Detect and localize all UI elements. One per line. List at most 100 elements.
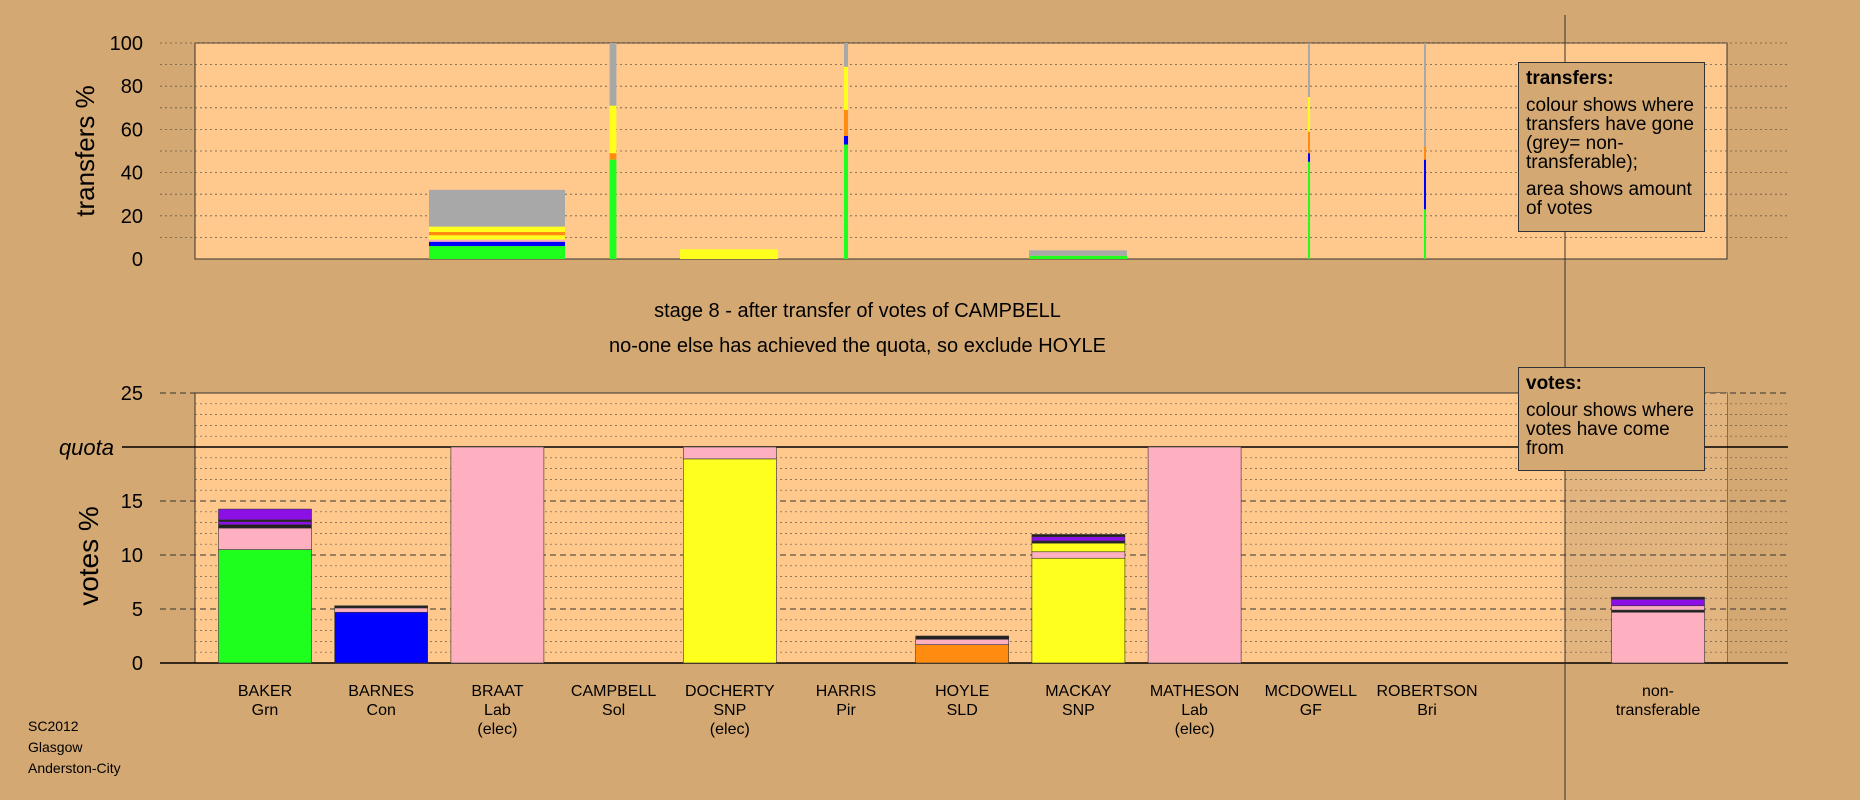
transfer-segment-braat-pink: [429, 239, 565, 242]
candidate-party-label: Con: [367, 702, 396, 719]
candidate-status-label: (elec): [1175, 721, 1215, 738]
votes-y-tick: 15: [121, 491, 143, 513]
transfer-segment-braat-yellow: [429, 235, 565, 240]
transfer-segment-campbell-orange: [609, 153, 617, 160]
transfer-segment-robertson-green: [1423, 209, 1427, 259]
candidate-status-label: (elec): [710, 721, 750, 738]
transfer-segment-braat-orange: [429, 232, 565, 236]
transfers-legend-title: transfers:: [1526, 68, 1614, 89]
transfer-segment-robertson-orange: [1423, 146, 1427, 160]
transfers-legend-text-1: colour shows where transfers have gone (…: [1526, 95, 1694, 173]
transfer-segment-mcdowell-green: [1307, 161, 1311, 259]
vote-segment-baker-green: [218, 549, 312, 664]
transfer-segment-campbell-grey: [609, 43, 617, 106]
vote-segment-docherty-yellow: [682, 458, 777, 664]
transfer-segment-robertson-grey: [1423, 43, 1427, 147]
vote-segment-baker-dark: [218, 524, 312, 529]
transfer-segment-robertson-blue: [1423, 159, 1427, 210]
transfer-segment-braat-yellow: [429, 226, 565, 232]
transfers-y-tick: 100: [110, 33, 143, 55]
transfers-y-axis-label: transfers %: [70, 85, 100, 217]
vote-segment-non-pink: [1611, 605, 1705, 611]
vote-segment-non-dark: [1611, 609, 1705, 613]
candidate-party-label: Grn: [252, 702, 279, 719]
candidate-party-label: Lab: [1181, 702, 1208, 719]
transfers-y-tick: 60: [121, 119, 143, 141]
candidate-party-label: SLD: [947, 702, 978, 719]
vote-segment-barnes-dark: [334, 605, 429, 609]
transfers-y-tick: 80: [121, 76, 143, 98]
candidate-party-label: Pir: [836, 702, 856, 719]
candidate-name-label: non-: [1642, 683, 1674, 700]
vote-segment-mackay-yellow: [1031, 557, 1126, 664]
transfer-segment-mcdowell-grey: [1307, 43, 1311, 97]
transfers-legend-text-2: area shows amount of votes: [1526, 179, 1692, 219]
vote-segment-barnes-blue: [334, 611, 429, 664]
footer-ward: Anderston-City: [28, 760, 121, 776]
vote-segment-barnes-pink: [334, 607, 429, 613]
candidate-party-label: Sol: [602, 702, 625, 719]
votes-legend-text: colour shows where votes have come from: [1526, 400, 1694, 459]
candidate-name-label: BAKER: [238, 683, 292, 700]
candidate-name-label: MCDOWELL: [1265, 683, 1358, 700]
transfers-legend: transfers: colour shows where transfers …: [1518, 62, 1705, 232]
transfer-segment-docherty-yellow: [680, 249, 778, 259]
transfer-segment-braat-blue: [429, 241, 565, 247]
vote-segment-hoyle-dark: [915, 635, 1010, 640]
votes-legend-title: votes:: [1526, 373, 1582, 394]
transfer-segment-harris-orange: [843, 109, 849, 136]
transfer-segment-matheson-grey: [1029, 250, 1127, 256]
vote-segment-mackay-purple: [1031, 536, 1126, 542]
transfer-segment-campbell-green: [609, 159, 617, 259]
candidate-party-label: SNP: [1062, 702, 1095, 719]
candidate-name-label: CAMPBELL: [571, 683, 656, 700]
vote-segment-baker-purple: [218, 508, 312, 521]
transfer-segment-mcdowell-blue: [1307, 153, 1311, 162]
candidate-party-label: GF: [1300, 702, 1322, 719]
transfers-y-tick: 40: [121, 163, 143, 185]
vote-segment-braat-pink: [450, 446, 545, 664]
votes-y-tick: 25: [121, 383, 143, 405]
footer-code: SC2012: [28, 718, 79, 734]
candidate-name-label: HARRIS: [816, 683, 876, 700]
vote-segment-matheson-pink: [1147, 446, 1242, 664]
candidate-name-label: BARNES: [348, 683, 414, 700]
votes-y-tick: 10: [121, 545, 143, 567]
vote-segment-non-purple: [1611, 598, 1705, 607]
candidate-party-label: transferable: [1616, 702, 1701, 719]
votes-legend: votes: colour shows where votes have com…: [1518, 367, 1705, 471]
transfer-segment-harris-yellow: [843, 66, 849, 110]
vote-segment-baker-pink: [218, 527, 312, 550]
transfer-segment-mcdowell-yellow: [1307, 97, 1311, 132]
transfer-segment-matheson-green: [1029, 255, 1127, 259]
vote-segment-docherty-pink: [682, 446, 777, 460]
candidate-party-label: Lab: [484, 702, 511, 719]
exclusion-note: no-one else has achieved the quota, so e…: [609, 335, 1106, 357]
transfer-segment-harris-grey: [843, 43, 849, 67]
vote-segment-baker-purple: [218, 521, 312, 526]
candidate-name-label: ROBERTSON: [1376, 683, 1477, 700]
vote-segment-non-pink: [1611, 611, 1705, 664]
vote-segment-mackay-dark: [1031, 534, 1126, 537]
transfer-segment-harris-blue: [843, 135, 849, 145]
vote-segment-hoyle-pink: [915, 638, 1010, 645]
stage-title: stage 8 - after transfer of votes of CAM…: [654, 300, 1061, 322]
candidate-name-label: DOCHERTY: [685, 683, 775, 700]
vote-segment-mackay-yellow: [1031, 542, 1126, 553]
votes-y-tick: 5: [132, 599, 143, 621]
candidate-name-label: MACKAY: [1045, 683, 1112, 700]
vote-segment-hoyle-orange: [915, 644, 1010, 664]
transfer-segment-braat-green: [429, 246, 565, 259]
election-footer: SC2012 Glasgow Anderston-City: [28, 716, 121, 779]
vote-segment-mackay-dark: [1031, 540, 1126, 544]
votes-y-axis-label: votes %: [73, 506, 104, 606]
votes-y-tick: 0: [132, 653, 143, 675]
candidate-status-label: (elec): [477, 721, 517, 738]
footer-council: Glasgow: [28, 739, 83, 755]
candidate-name-label: BRAAT: [471, 683, 523, 700]
transfer-segment-campbell-yellow: [609, 105, 617, 154]
transfer-segment-mcdowell-orange: [1307, 131, 1311, 154]
candidate-party-label: SNP: [713, 702, 746, 719]
